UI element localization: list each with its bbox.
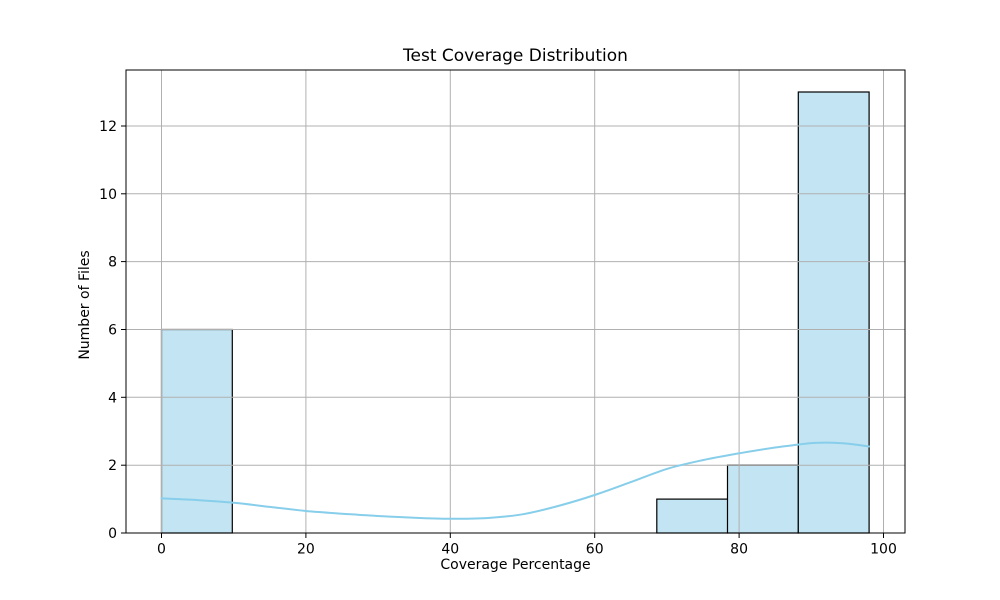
histogram-bar bbox=[797, 91, 870, 534]
y-tick-label: 8 bbox=[108, 255, 117, 271]
y-axis-label: Number of Files bbox=[77, 250, 93, 360]
y-tick-label: 4 bbox=[108, 390, 117, 406]
y-tick-label: 6 bbox=[108, 323, 117, 339]
x-axis-label: Coverage Percentage bbox=[440, 557, 591, 573]
x-tick-label: 80 bbox=[730, 542, 748, 558]
y-tick-label: 12 bbox=[99, 119, 117, 135]
chart-title: Test Coverage Distribution bbox=[403, 46, 628, 66]
y-tick-label: 0 bbox=[108, 526, 117, 542]
histogram-bar bbox=[656, 498, 729, 534]
histogram-bar bbox=[726, 464, 799, 534]
x-tick-label: 0 bbox=[157, 542, 166, 558]
x-tick-label: 100 bbox=[870, 542, 897, 558]
x-tick-label: 20 bbox=[297, 542, 315, 558]
x-tick-label: 60 bbox=[586, 542, 604, 558]
axes-spines bbox=[125, 69, 906, 534]
y-tick-label: 2 bbox=[108, 458, 117, 474]
kde-curve bbox=[160, 441, 870, 520]
y-tick-label: 10 bbox=[99, 187, 117, 203]
x-tick-label: 40 bbox=[441, 542, 459, 558]
